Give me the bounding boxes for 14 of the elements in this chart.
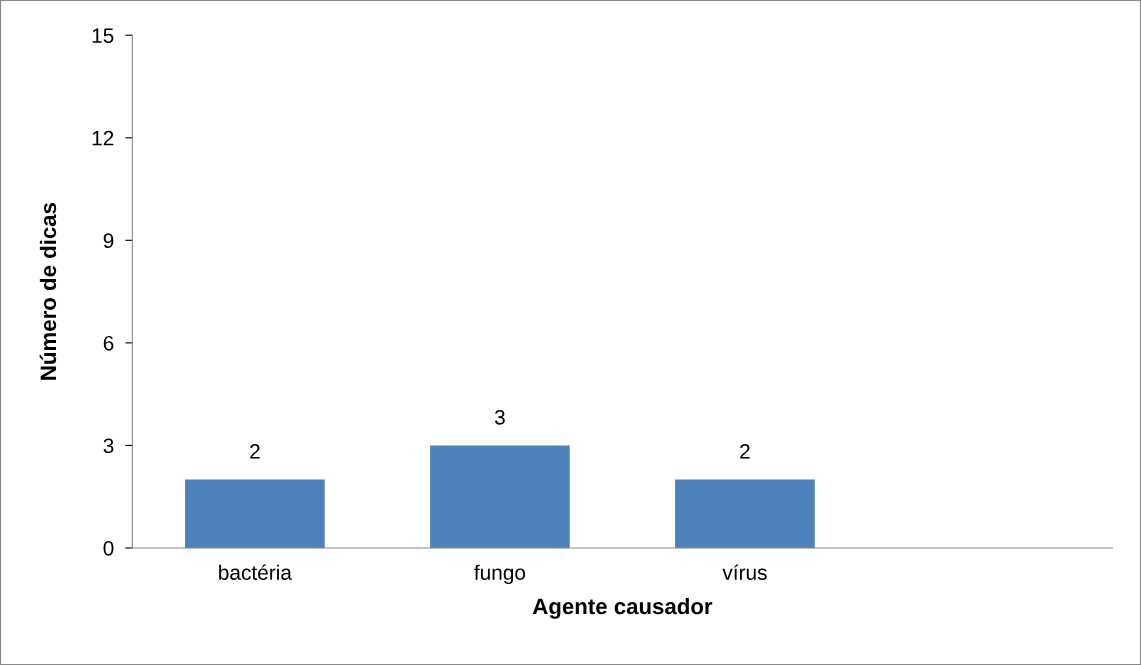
y-tick-label: 3 xyxy=(103,438,114,454)
y-tick-label: 15 xyxy=(92,28,114,43)
y-tick-label: 9 xyxy=(103,233,114,249)
x-tick-label: fungo xyxy=(474,564,526,585)
data-label: 2 xyxy=(250,444,260,459)
y-tick-label: 0 xyxy=(103,540,114,556)
y-tick-label: 6 xyxy=(103,335,114,351)
data-label: 3 xyxy=(494,409,505,425)
y-tick-label: 12 xyxy=(92,130,114,146)
data-label: 2 xyxy=(740,444,750,459)
y-axis-title: Número de dicas xyxy=(39,202,57,380)
x-tick-label: vírus xyxy=(722,564,767,580)
x-axis-title: Agente causador xyxy=(532,597,713,619)
x-tick-label: bactéria xyxy=(219,564,292,580)
